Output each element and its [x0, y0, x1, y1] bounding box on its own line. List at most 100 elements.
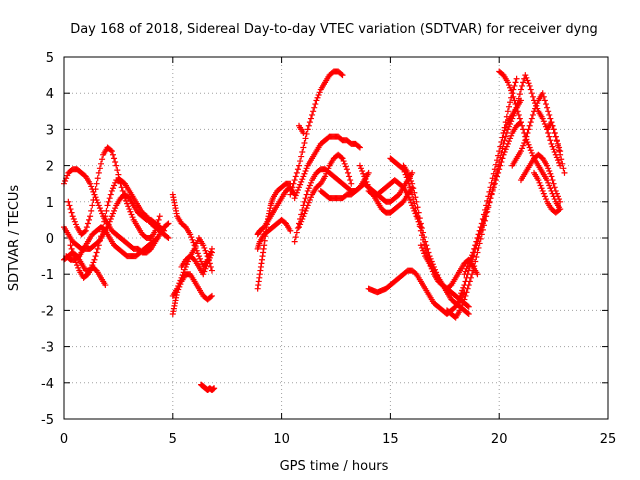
data-point [551, 130, 558, 137]
data-point [479, 215, 486, 222]
data-point [561, 169, 568, 176]
data-point [310, 108, 317, 115]
y-tick-label: -4 [41, 377, 54, 392]
data-point [97, 207, 104, 214]
data-point [476, 227, 483, 234]
y-tick-label: 1 [46, 196, 54, 211]
data-point [315, 92, 322, 99]
data-point [544, 177, 551, 184]
data-point [95, 169, 102, 176]
data-point [489, 187, 496, 194]
data-point [125, 203, 132, 210]
series-arc-k [198, 381, 218, 394]
data-point [106, 195, 113, 202]
data-point [208, 249, 215, 256]
data-point [189, 236, 196, 243]
data-point [539, 90, 546, 97]
data-point [364, 181, 371, 188]
data-point [457, 307, 464, 314]
data-point [477, 224, 484, 231]
data-point [526, 82, 533, 89]
data-point [414, 204, 421, 211]
data-point [552, 133, 559, 140]
data-point [204, 260, 211, 267]
data-point [301, 139, 308, 146]
series-arc-ai [544, 119, 564, 155]
data-point [554, 193, 561, 200]
data-point [538, 185, 545, 192]
data-point [107, 215, 114, 222]
data-point [482, 206, 489, 213]
series-arc-ag [517, 151, 564, 205]
data-point [463, 289, 470, 296]
x-tick-label: 25 [600, 432, 617, 447]
data-point [356, 144, 363, 151]
data-point [537, 182, 544, 189]
data-point [360, 170, 367, 177]
data-point [298, 178, 305, 185]
data-point [70, 215, 77, 222]
data-point [191, 245, 198, 252]
data-point [546, 182, 553, 189]
data-point [523, 74, 530, 81]
data-point [300, 213, 307, 220]
data-point [425, 249, 432, 256]
data-point [417, 242, 424, 249]
data-point [180, 269, 187, 276]
data-point [499, 155, 506, 162]
data-point [461, 271, 468, 278]
data-point [457, 292, 464, 299]
data-point [511, 82, 518, 89]
data-point [528, 149, 535, 156]
data-point [496, 148, 503, 155]
data-point [525, 141, 532, 148]
y-tick-label: 3 [46, 123, 54, 138]
data-point [292, 192, 299, 199]
data-point [519, 122, 526, 129]
data-point [462, 292, 469, 299]
data-point [84, 220, 91, 227]
data-point [491, 166, 498, 173]
data-point [87, 180, 94, 187]
data-point [535, 177, 542, 184]
series-arc-af [509, 90, 568, 176]
series-arc-n [254, 216, 294, 252]
data-point [348, 180, 355, 187]
data-point [108, 148, 115, 155]
data-point [464, 302, 471, 309]
data-point [424, 245, 431, 252]
data-point [304, 202, 311, 209]
y-tick-label: -3 [41, 341, 54, 356]
data-point [417, 220, 424, 227]
data-point [292, 234, 299, 241]
data-point [71, 256, 78, 263]
data-point [545, 108, 552, 115]
data-point [109, 185, 116, 192]
data-point [289, 184, 296, 191]
data-point [515, 95, 522, 102]
data-point [165, 235, 172, 241]
data-point [508, 87, 515, 94]
data-point [69, 213, 76, 220]
data-point [95, 242, 102, 249]
data-point [519, 145, 526, 152]
data-point [305, 199, 312, 206]
data-point [548, 173, 555, 180]
data-point [421, 234, 428, 241]
data-point [545, 165, 552, 172]
data-point [520, 79, 527, 86]
data-point [153, 235, 160, 242]
data-point [92, 253, 99, 260]
data-point [72, 259, 79, 266]
data-point [503, 143, 510, 150]
data-point [293, 189, 300, 196]
data-point [68, 245, 75, 252]
data-point [410, 185, 417, 192]
data-point [523, 133, 530, 140]
data-point [323, 170, 330, 177]
series-arc-ac [461, 75, 520, 278]
data-point [291, 238, 298, 245]
y-tick-label: 5 [46, 51, 54, 66]
data-point [406, 196, 413, 203]
data-point [203, 263, 210, 270]
